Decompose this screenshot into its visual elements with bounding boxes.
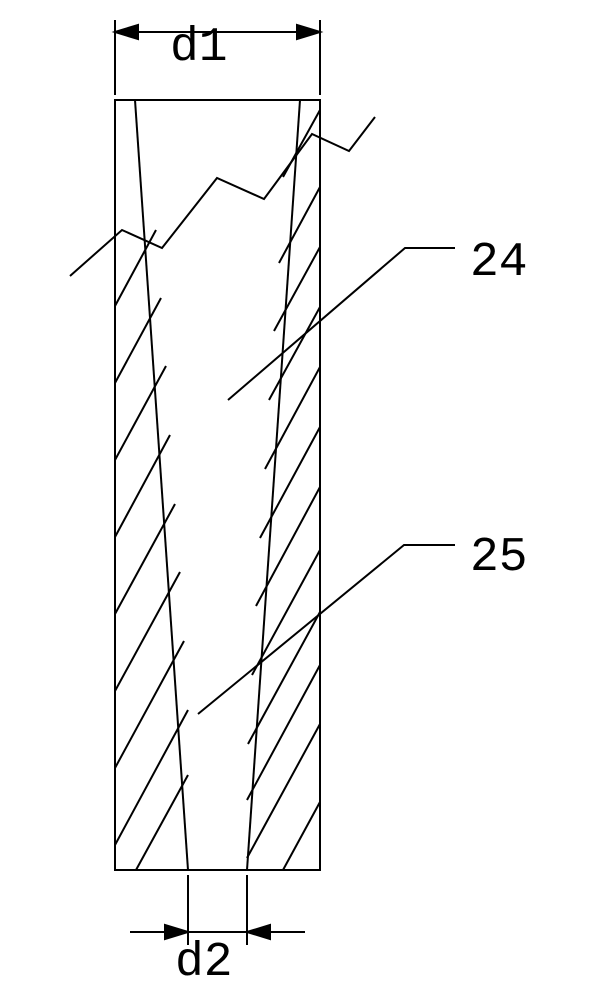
- hatch-left-8: [136, 775, 188, 870]
- hatch-right-6: [256, 487, 320, 606]
- hatch-right-9: [247, 665, 320, 800]
- diagram-canvas: d1 d2 24 25: [0, 0, 602, 1000]
- d2-label: d2: [175, 936, 233, 990]
- d1-arrow-right: [297, 25, 320, 39]
- hatch-left-7: [115, 710, 188, 845]
- hatch-right-7: [252, 550, 320, 675]
- bore-right: [247, 100, 300, 870]
- c24-leader: [228, 248, 455, 400]
- hatch-left-0: [115, 230, 156, 306]
- hatch-right-4: [265, 367, 320, 469]
- d2-arrow-right: [247, 925, 270, 939]
- c25-label: 25: [470, 531, 528, 585]
- c25-leader: [198, 545, 455, 714]
- c24-label: 24: [470, 236, 528, 290]
- hatch-left-5: [115, 572, 180, 691]
- hatch-right-8: [248, 612, 320, 744]
- hatch-right-3: [269, 307, 320, 400]
- hatch-right-5: [260, 427, 320, 538]
- drawing-layer: d1 d2 24 25: [70, 20, 528, 990]
- hatch-right-11: [283, 802, 320, 870]
- d1-label: d1: [170, 21, 228, 75]
- hatch-right-1: [279, 187, 320, 263]
- hatch-left-6: [115, 641, 184, 768]
- hatch-right-10: [247, 724, 320, 858]
- d1-arrow-left: [115, 25, 138, 39]
